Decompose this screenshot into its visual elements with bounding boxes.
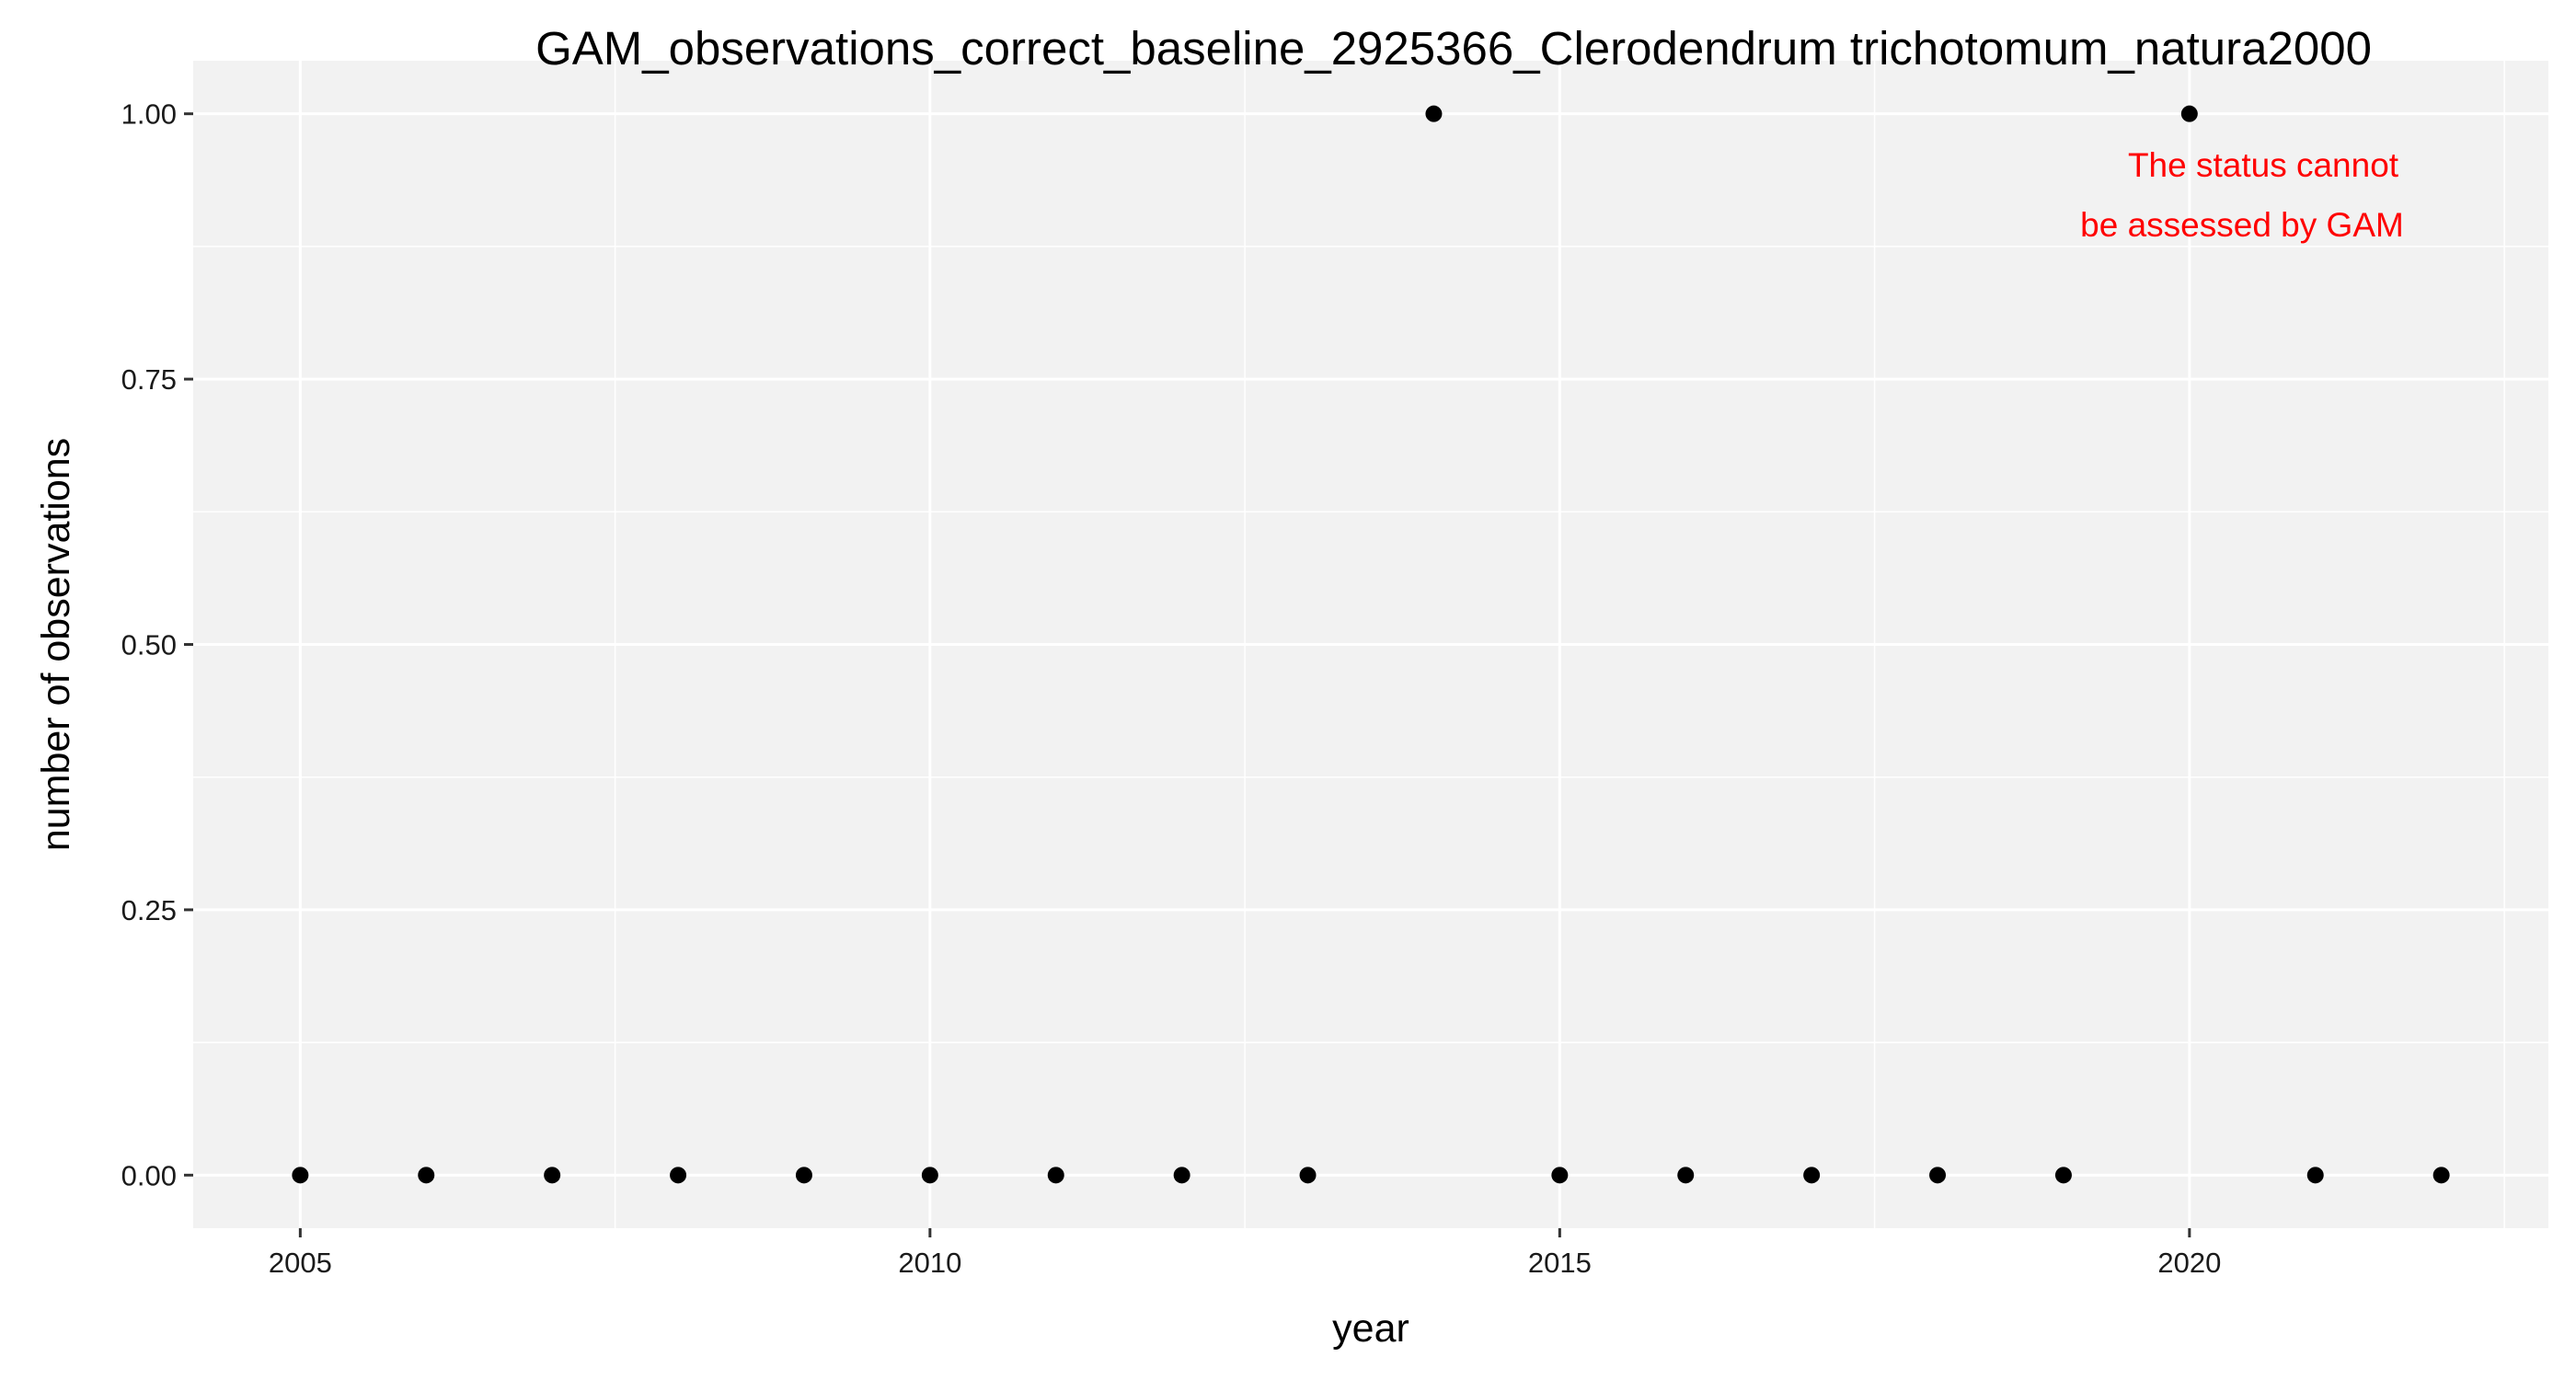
- data-point: [1047, 1167, 1064, 1184]
- data-point: [1803, 1167, 1821, 1184]
- data-point: [1425, 105, 1443, 122]
- data-point: [2180, 105, 2198, 122]
- annotation-line-2: be assessed by GAM: [2080, 206, 2404, 244]
- data-point: [2432, 1167, 2450, 1184]
- data-point: [2054, 1167, 2072, 1184]
- x-tick-label: 2015: [1528, 1247, 1592, 1279]
- y-tick-label: 1.00: [121, 98, 177, 131]
- data-point: [1677, 1167, 1695, 1184]
- y-axis-ticks: 0.00 0.25 0.50 0.75 1.00: [121, 98, 193, 1191]
- y-tick-label: 0.00: [121, 1159, 177, 1191]
- data-point: [795, 1167, 812, 1184]
- x-axis-ticks: 2005 2010 2015 2020: [269, 1228, 2221, 1279]
- data-point: [292, 1167, 309, 1184]
- x-axis-label: year: [1332, 1306, 1409, 1351]
- data-point: [1173, 1167, 1190, 1184]
- data-point: [544, 1167, 561, 1184]
- data-point: [670, 1167, 687, 1184]
- data-point: [418, 1167, 435, 1184]
- data-point: [1929, 1167, 1947, 1184]
- data-point: [1299, 1167, 1317, 1184]
- x-tick-label: 2005: [269, 1247, 332, 1279]
- y-tick-label: 0.50: [121, 629, 177, 661]
- annotation-line-1: The status cannot: [2128, 146, 2399, 184]
- data-point: [2306, 1167, 2324, 1184]
- data-point: [1551, 1167, 1569, 1184]
- x-tick-label: 2020: [2157, 1247, 2221, 1279]
- y-tick-label: 0.75: [121, 363, 177, 396]
- chart-title: GAM_observations_correct_baseline_292536…: [535, 22, 2372, 75]
- y-tick-label: 0.25: [121, 894, 177, 926]
- major-gridlines: [193, 61, 2548, 1228]
- y-axis-label: number of observations: [34, 438, 78, 851]
- data-point: [921, 1167, 938, 1184]
- x-tick-label: 2010: [898, 1247, 961, 1279]
- data-points: [292, 105, 2450, 1184]
